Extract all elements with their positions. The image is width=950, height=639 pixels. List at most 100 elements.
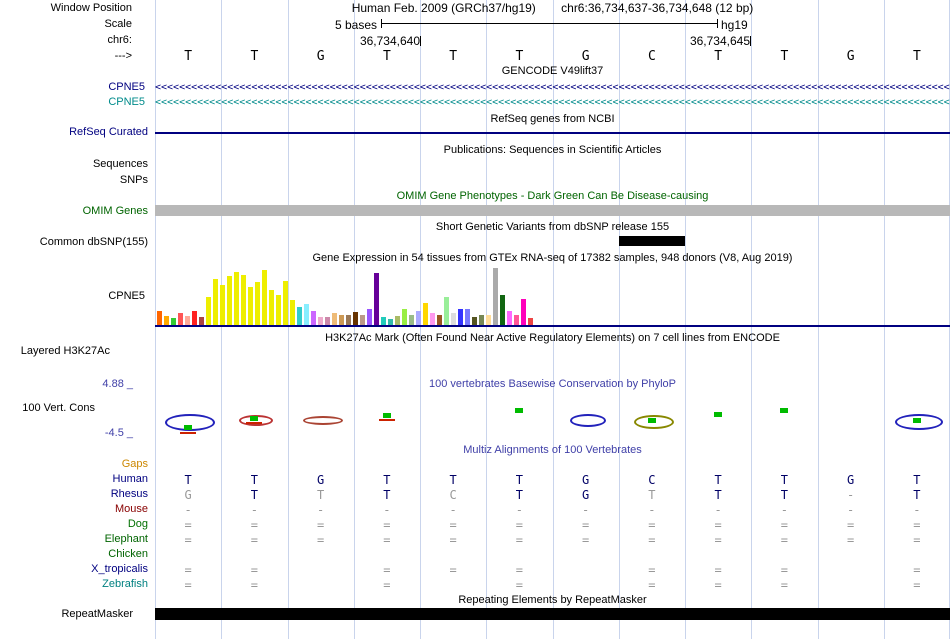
h3k27ac-label[interactable]: Layered H3K27Ac: [20, 345, 110, 357]
species-label[interactable]: X_tropicalis: [91, 563, 148, 575]
gtex-tissue-bar[interactable]: [367, 309, 372, 325]
gtex-tissue-bar[interactable]: [283, 281, 288, 325]
omim-bar[interactable]: [155, 205, 950, 216]
species-label[interactable]: Rhesus: [110, 488, 148, 500]
gtex-tissue-bar[interactable]: [318, 317, 323, 325]
gtex-bar-chart[interactable]: [155, 268, 950, 325]
phylop-track[interactable]: [155, 396, 950, 440]
species-label[interactable]: Gaps: [121, 458, 148, 470]
species-label[interactable]: Chicken: [108, 548, 148, 560]
gtex-tissue-bar[interactable]: [185, 316, 190, 325]
gtex-tissue-bar[interactable]: [514, 315, 519, 325]
sequences-label[interactable]: Sequences: [92, 158, 148, 170]
gene-line[interactable]: <<<<<<<<<<<<<<<<<<<<<<<<<<<<<<<<<<<<<<<<…: [155, 82, 950, 93]
gene-label[interactable]: CPNE5: [108, 96, 145, 108]
gtex-tissue-bar[interactable]: [451, 313, 456, 325]
gtex-tissue-bar[interactable]: [416, 311, 421, 325]
h3k27ac-title[interactable]: H3K27Ac Mark (Often Found Near Active Re…: [325, 332, 780, 344]
gtex-tissue-bar[interactable]: [402, 309, 407, 325]
refseq-line[interactable]: [155, 132, 950, 134]
gtex-tissue-bar[interactable]: [276, 295, 281, 325]
gtex-tissue-bar[interactable]: [430, 313, 435, 325]
refseq-label[interactable]: RefSeq Curated: [69, 126, 148, 138]
gene-line[interactable]: <<<<<<<<<<<<<<<<<<<<<<<<<<<<<<<<<<<<<<<<…: [155, 97, 950, 108]
alignment-row[interactable]: [155, 458, 950, 473]
gtex-tissue-bar[interactable]: [395, 316, 400, 325]
gtex-tissue-bar[interactable]: [248, 287, 253, 325]
gtex-tissue-bar[interactable]: [199, 317, 204, 325]
gtex-tissue-bar[interactable]: [157, 311, 162, 325]
gtex-tissue-bar[interactable]: [192, 311, 197, 325]
repeatmasker-bar[interactable]: [155, 608, 950, 620]
dbsnp-label[interactable]: Common dbSNP(155): [39, 236, 148, 248]
gtex-tissue-bar[interactable]: [528, 318, 533, 325]
gtex-tissue-bar[interactable]: [444, 297, 449, 325]
multiz-title[interactable]: Multiz Alignments of 100 Vertebrates: [463, 444, 642, 456]
gtex-tissue-bar[interactable]: [206, 297, 211, 325]
phylop-title[interactable]: 100 vertebrates Basewise Conservation by…: [428, 378, 677, 390]
gtex-tissue-bar[interactable]: [521, 299, 526, 325]
gtex-tissue-bar[interactable]: [458, 309, 463, 325]
gtex-tissue-bar[interactable]: [479, 315, 484, 325]
gtex-tissue-bar[interactable]: [325, 317, 330, 325]
alignment-row[interactable]: = = = = = = = = =: [155, 563, 950, 578]
alignment-row[interactable]: = = = = = = = = = = = =: [155, 533, 950, 548]
gtex-tissue-bar[interactable]: [346, 315, 351, 325]
gtex-tissue-bar[interactable]: [465, 309, 470, 325]
publications-title[interactable]: Publications: Sequences in Scientific Ar…: [443, 144, 662, 156]
species-label[interactable]: Dog: [127, 518, 148, 530]
gtex-tissue-bar[interactable]: [493, 268, 498, 325]
gtex-tissue-bar[interactable]: [241, 275, 246, 325]
gtex-tissue-bar[interactable]: [290, 300, 295, 325]
repeatmasker-label[interactable]: RepeatMasker: [61, 608, 133, 620]
gtex-title[interactable]: Gene Expression in 54 tissues from GTEx …: [312, 252, 793, 264]
omim-genes-label[interactable]: OMIM Genes: [82, 205, 148, 217]
gtex-tissue-bar[interactable]: [472, 317, 477, 325]
gtex-tissue-bar[interactable]: [423, 303, 428, 325]
refseq-title[interactable]: RefSeq genes from NCBI: [490, 113, 615, 125]
gtex-tissue-bar[interactable]: [339, 315, 344, 325]
gtex-tissue-bar[interactable]: [437, 315, 442, 325]
gtex-tissue-bar[interactable]: [374, 273, 379, 325]
gtex-tissue-bar[interactable]: [486, 315, 491, 325]
gene-label[interactable]: CPNE5: [108, 81, 145, 93]
omim-title[interactable]: OMIM Gene Phenotypes - Dark Green Can Be…: [396, 190, 709, 202]
gtex-tissue-bar[interactable]: [388, 319, 393, 325]
gtex-tissue-bar[interactable]: [234, 272, 239, 325]
snps-label[interactable]: SNPs: [119, 174, 148, 186]
repeatmasker-title[interactable]: Repeating Elements by RepeatMasker: [458, 594, 647, 606]
gtex-tissue-bar[interactable]: [353, 312, 358, 325]
gtex-tissue-bar[interactable]: [409, 315, 414, 325]
gtex-tissue-bar[interactable]: [262, 270, 267, 325]
gtex-tissue-bar[interactable]: [311, 311, 316, 325]
gtex-tissue-bar[interactable]: [381, 317, 386, 325]
gtex-tissue-bar[interactable]: [164, 316, 169, 325]
gtex-tissue-bar[interactable]: [332, 313, 337, 325]
gtex-tissue-bar[interactable]: [220, 285, 225, 325]
species-label[interactable]: Mouse: [114, 503, 148, 515]
species-label[interactable]: Elephant: [104, 533, 148, 545]
gtex-tissue-bar[interactable]: [171, 318, 176, 325]
alignment-row[interactable]: ------------: [155, 503, 950, 518]
gtex-tissue-bar[interactable]: [360, 315, 365, 325]
gtex-tissue-bar[interactable]: [304, 304, 309, 325]
gtex-tissue-bar[interactable]: [507, 311, 512, 325]
species-label[interactable]: Zebrafish: [102, 578, 148, 590]
gtex-tissue-bar[interactable]: [227, 276, 232, 325]
gtex-tissue-bar[interactable]: [178, 313, 183, 325]
phylop-label[interactable]: 100 Vert. Cons: [22, 402, 95, 414]
dbsnp-title[interactable]: Short Genetic Variants from dbSNP releas…: [435, 221, 670, 233]
gencode-title[interactable]: GENCODE V49lift37: [501, 65, 604, 77]
gtex-tissue-bar[interactable]: [255, 282, 260, 325]
alignment-row[interactable]: = = = = = = = =: [155, 578, 950, 593]
gtex-tissue-bar[interactable]: [213, 279, 218, 325]
alignment-row[interactable]: = = = = = = = = = = = =: [155, 518, 950, 533]
gtex-gene-label[interactable]: CPNE5: [108, 290, 145, 302]
dbsnp-bar[interactable]: [618, 236, 685, 246]
species-label[interactable]: Human: [112, 473, 148, 485]
gtex-tissue-bar[interactable]: [269, 290, 274, 325]
gtex-tissue-bar[interactable]: [500, 295, 505, 325]
alignment-row[interactable]: [155, 548, 950, 563]
